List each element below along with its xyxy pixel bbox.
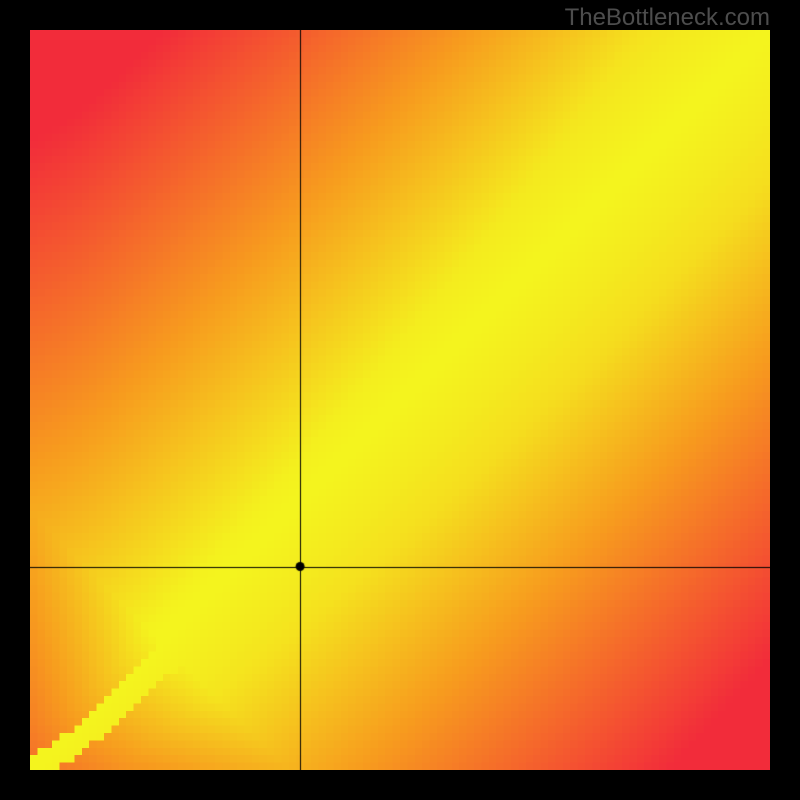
watermark-text: TheBottleneck.com — [565, 4, 770, 32]
chart-stage: TheBottleneck.com — [0, 0, 800, 800]
crosshair-overlay — [30, 30, 770, 770]
